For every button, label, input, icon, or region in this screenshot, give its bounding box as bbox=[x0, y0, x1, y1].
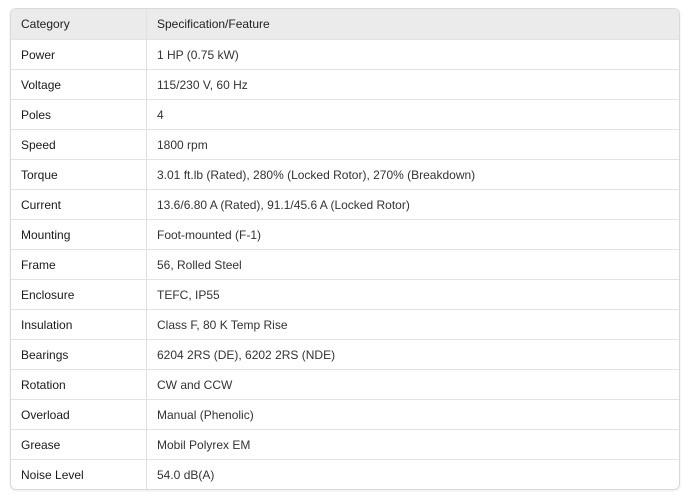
table-row: Power 1 HP (0.75 kW) bbox=[11, 39, 679, 70]
specification-cell: 56, Rolled Steel bbox=[146, 249, 679, 280]
table-row: Voltage 115/230 V, 60 Hz bbox=[11, 69, 679, 100]
category-cell: Rotation bbox=[11, 369, 147, 400]
specification-cell: 54.0 dB(A) bbox=[157, 467, 215, 482]
table-row: Overload Manual (Phenolic) bbox=[11, 399, 679, 430]
specification-cell: Class F, 80 K Temp Rise bbox=[146, 309, 679, 340]
specification-cell: 13.6/6.80 A (Rated), 91.1/45.6 A (Locked… bbox=[146, 189, 679, 220]
specification-cell: Manual (Phenolic) bbox=[146, 399, 679, 430]
category-cell: Poles bbox=[11, 99, 147, 130]
table-row: Speed 1800 rpm bbox=[11, 129, 679, 160]
specification-cell: Mobil Polyrex EM bbox=[146, 429, 679, 460]
category-cell: Grease bbox=[11, 429, 147, 460]
header-specification: Specification/Feature bbox=[146, 9, 679, 40]
category-cell: Insulation bbox=[11, 309, 147, 340]
specification-cell: 4 bbox=[146, 99, 679, 130]
table-row: Grease Mobil Polyrex EM bbox=[11, 429, 679, 460]
category-cell: Current bbox=[11, 189, 147, 220]
table-row: Bearings 6204 2RS (DE), 6202 2RS (NDE) bbox=[11, 339, 679, 370]
specification-cell: 115/230 V, 60 Hz bbox=[146, 69, 679, 100]
table-row: Mounting Foot-mounted (F-1) bbox=[11, 219, 679, 250]
specification-cell: TEFC, IP55 bbox=[146, 279, 679, 310]
table-row: Torque 3.01 ft.lb (Rated), 280% (Locked R… bbox=[11, 159, 679, 190]
spec-table-container: Category Specification/Feature Power 1 HP… bbox=[10, 8, 680, 490]
table-row: Current 13.6/6.80 A (Rated), 91.1/45.6 A … bbox=[11, 189, 679, 220]
spec-table: Category Specification/Feature Power 1 HP… bbox=[11, 9, 679, 489]
category-cell: Enclosure bbox=[11, 279, 147, 310]
category-cell: Bearings bbox=[11, 339, 147, 370]
specification-cell: 3.01 ft.lb (Rated), 280% (Locked Rotor),… bbox=[146, 159, 679, 190]
table-row: Poles 4 bbox=[11, 99, 679, 130]
category-cell: Speed bbox=[11, 129, 147, 160]
specification-cell: 6204 2RS (DE), 6202 2RS (NDE) bbox=[146, 339, 679, 370]
category-cell: Torque bbox=[11, 159, 147, 190]
table-row: Frame 56, Rolled Steel bbox=[11, 249, 679, 280]
specification-cell: CW and CCW bbox=[146, 369, 679, 400]
category-cell: Mounting bbox=[11, 219, 147, 250]
specification-cell: 1 HP (0.75 kW) bbox=[146, 39, 679, 70]
table-row: Noise Level 54.0 dB(A) bbox=[11, 459, 679, 489]
table-row: Insulation Class F, 80 K Temp Rise bbox=[11, 309, 679, 340]
header-category: Category bbox=[11, 9, 147, 40]
category-cell: Frame bbox=[11, 249, 147, 280]
specification-cell: Foot-mounted (F-1) bbox=[146, 219, 679, 250]
table-header-row: Category Specification/Feature bbox=[11, 9, 679, 40]
category-cell: Power bbox=[11, 39, 147, 70]
table-row: Rotation CW and CCW bbox=[11, 369, 679, 400]
category-cell: Noise Level bbox=[11, 459, 147, 489]
table-row: Enclosure TEFC, IP55 bbox=[11, 279, 679, 310]
category-cell: Voltage bbox=[11, 69, 147, 100]
specification-cell: 1800 rpm bbox=[146, 129, 679, 160]
category-cell: Overload bbox=[11, 399, 147, 430]
